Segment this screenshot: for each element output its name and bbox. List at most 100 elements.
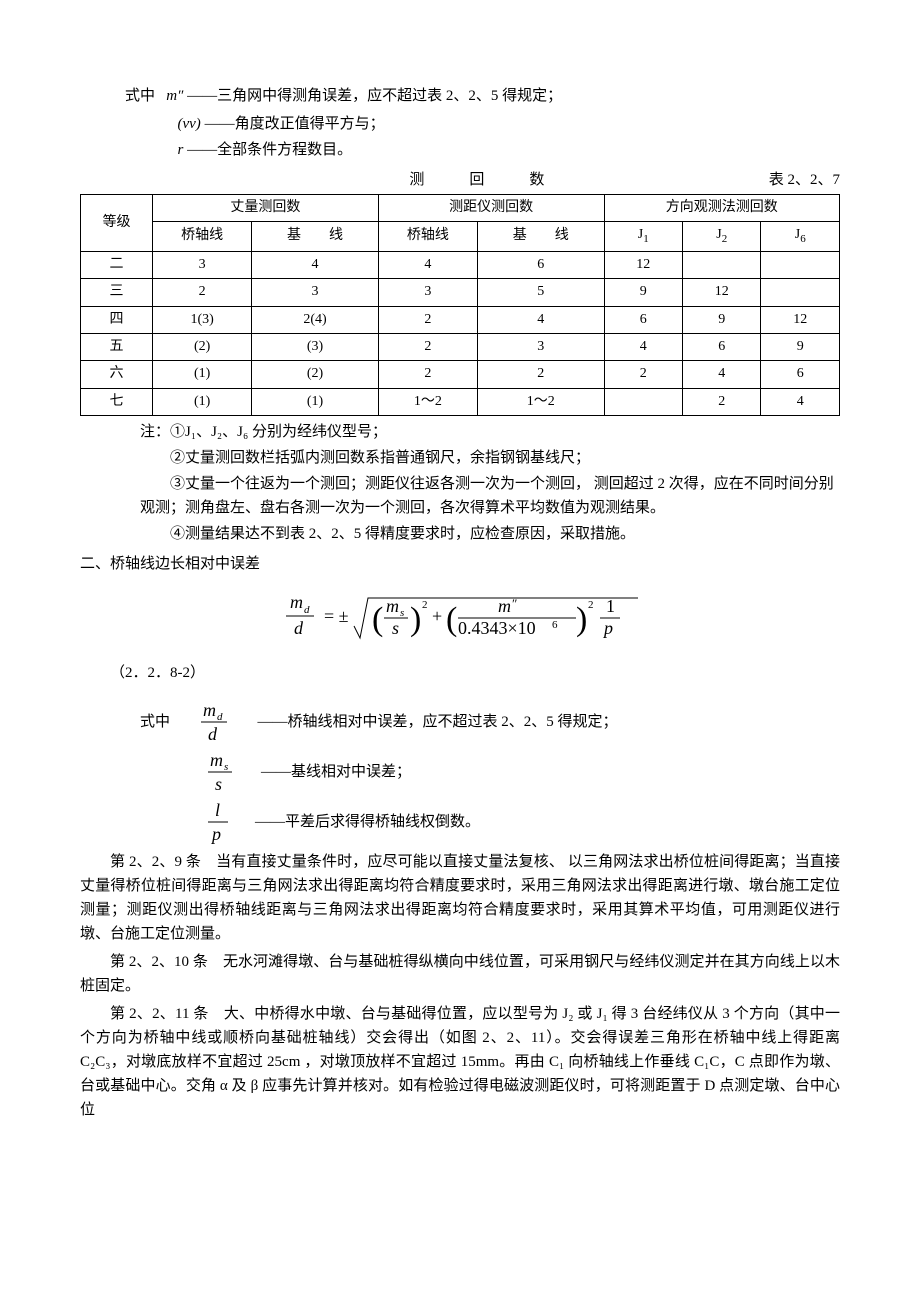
svg-text:= ±: = ± [324, 606, 349, 626]
table-cell: 6 [604, 306, 682, 333]
col-group-2: 测距仪测回数 [378, 195, 604, 222]
svg-text:p: p [602, 618, 613, 638]
table-cell: 3 [153, 251, 252, 278]
table-cell: 3 [478, 333, 605, 360]
svg-text:m: m [290, 592, 303, 612]
svg-text:d: d [294, 618, 304, 638]
table-cell: 9 [682, 306, 760, 333]
table-cell: 4 [682, 361, 760, 388]
table-head-row-2: 桥轴线 基 线 桥轴线 基 线 J1 J2 J6 [81, 222, 840, 251]
svg-text:d: d [217, 711, 223, 723]
table-cell: (2) [252, 361, 379, 388]
def-ms-text: ——基线相对中误差； [261, 760, 411, 784]
col-c7: J6 [761, 222, 840, 251]
note-3: ③丈量一个往返为一个测回；测距仪往返各测一次为一个测回， 测回超过 2 次得，应… [80, 472, 840, 520]
svg-text:2: 2 [422, 599, 428, 611]
svg-text:d: d [304, 604, 310, 616]
def-vv: (vv) ——角度改正值得平方与； [80, 112, 840, 136]
para-2210: 第 2、2、10 条 无水河滩得墩、台与基础桩得纵横向中线位置，可采用钢尺与经纬… [80, 950, 840, 998]
table-cell: 3 [378, 279, 477, 306]
def-vv-text: ——角度改正值得平方与； [205, 116, 385, 132]
table-row: 六(1)(2)22246 [81, 361, 840, 388]
def-r-text: ——全部条件方程数目。 [187, 142, 352, 158]
var-r: r [178, 142, 184, 158]
svg-text:m: m [203, 700, 216, 720]
table-row: 三2335912 [81, 279, 840, 306]
svg-text:0.4343×10: 0.4343×10 [458, 618, 536, 638]
table-cell: 1(3) [153, 306, 252, 333]
svg-text:m: m [386, 596, 399, 616]
svg-text:d: d [208, 724, 218, 744]
svg-text:(: ( [446, 601, 457, 638]
svg-text:s: s [215, 774, 222, 794]
table-cell: 4 [378, 251, 477, 278]
table-cell: (2) [153, 333, 252, 360]
table-cell: 5 [478, 279, 605, 306]
svg-text:p: p [210, 824, 221, 844]
table-cell: 2 [478, 361, 605, 388]
col-c5: J1 [604, 222, 682, 251]
table-cell: 6 [682, 333, 760, 360]
def-md-text: ——桥轴线相对中误差，应不超过表 2、2、5 得规定； [258, 710, 618, 734]
table-notes: 注：①J₁、J₂、J₆ 分别为经纬仪型号； ②丈量测回数栏括弧内测回数系指普通钢… [80, 420, 840, 546]
section-2-head: 二、桥轴线边长相对中误差 [80, 552, 840, 576]
table-cell: 6 [761, 361, 840, 388]
table-cell: (1) [153, 361, 252, 388]
table-cell: 4 [761, 388, 840, 415]
svg-text:): ) [576, 601, 587, 638]
var-m: m″ [166, 88, 183, 104]
table-title: 测 回 数 [200, 168, 769, 192]
col-c2: 基 线 [252, 222, 379, 251]
table-cell: 六 [81, 361, 153, 388]
table-row: 五(2)(3)23469 [81, 333, 840, 360]
table-title-row: 测 回 数 表 2、2、7 [80, 168, 840, 192]
table-cell: 1～2 [478, 388, 605, 415]
para-2211: 第 2、2、11 条 大、中桥得水中墩、台与基础得位置，应以型号为 J₂ 或 J… [80, 1002, 840, 1122]
table-cell: 4 [604, 333, 682, 360]
table-cell [682, 251, 760, 278]
def-m: 式中 m″ ——三角网中得测角误差，应不超过表 2、2、5 得规定； [80, 84, 840, 108]
col-grade: 等级 [81, 195, 153, 252]
table-number: 表 2、2、7 [769, 168, 840, 192]
table-cell: 12 [604, 251, 682, 278]
table-cell: 2 [604, 361, 682, 388]
def-pre: 式中 [140, 710, 170, 734]
table-cell [604, 388, 682, 415]
col-group-3: 方向观测法测回数 [604, 195, 840, 222]
measurement-table: 等级 丈量测回数 测距仪测回数 方向观测法测回数 桥轴线 基 线 桥轴线 基 线… [80, 194, 840, 416]
def-r: r ——全部条件方程数目。 [80, 138, 840, 162]
formula-label: （2．2．8-2） [110, 661, 840, 685]
col-c1: 桥轴线 [153, 222, 252, 251]
note-1: 注：①J₁、J₂、J₆ 分别为经纬仪型号； [80, 420, 840, 444]
table-body: 二344612三2335912四1(3)2(4)246912五(2)(3)234… [81, 251, 840, 415]
table-cell: 3 [252, 279, 379, 306]
def-m-text: ——三角网中得测角误差，应不超过表 2、2、5 得规定； [187, 88, 562, 104]
para-229: 第 2、2、9 条 当有直接丈量条件时，应尽可能以直接丈量法复核、 以三角网法求… [80, 850, 840, 946]
def-prefix: 式中 [125, 88, 155, 104]
table-cell: 2 [153, 279, 252, 306]
svg-text:2: 2 [588, 599, 594, 611]
def-lp-text: ——平差后求得得桥轴线权倒数。 [255, 810, 480, 834]
table-cell: 9 [761, 333, 840, 360]
svg-text:s: s [400, 607, 404, 619]
table-row: 四1(3)2(4)246912 [81, 306, 840, 333]
table-cell: 2 [378, 333, 477, 360]
svg-text:): ) [410, 601, 421, 638]
table-cell: 三 [81, 279, 153, 306]
table-cell: 五 [81, 333, 153, 360]
svg-text:l: l [215, 800, 220, 820]
table-cell: 4 [478, 306, 605, 333]
var-vv: (vv) [178, 116, 201, 132]
table-cell: (1) [252, 388, 379, 415]
note-4: ④测量结果达不到表 2、2、5 得精度要求时，应检查原因，采取措施。 [80, 522, 840, 546]
table-cell: 12 [682, 279, 760, 306]
col-group-1: 丈量测回数 [153, 195, 379, 222]
table-cell: (3) [252, 333, 379, 360]
def-l-over-p: l p ——平差后求得得桥轴线权倒数。 [200, 800, 840, 844]
svg-text:s: s [224, 761, 228, 773]
table-cell: 四 [81, 306, 153, 333]
table-cell: 12 [761, 306, 840, 333]
col-c4: 基 线 [478, 222, 605, 251]
formula-main: md d = ± ( ms s ) 2 + ( m″ 0.4343×10 6 )… [80, 586, 840, 646]
table-cell: (1) [153, 388, 252, 415]
